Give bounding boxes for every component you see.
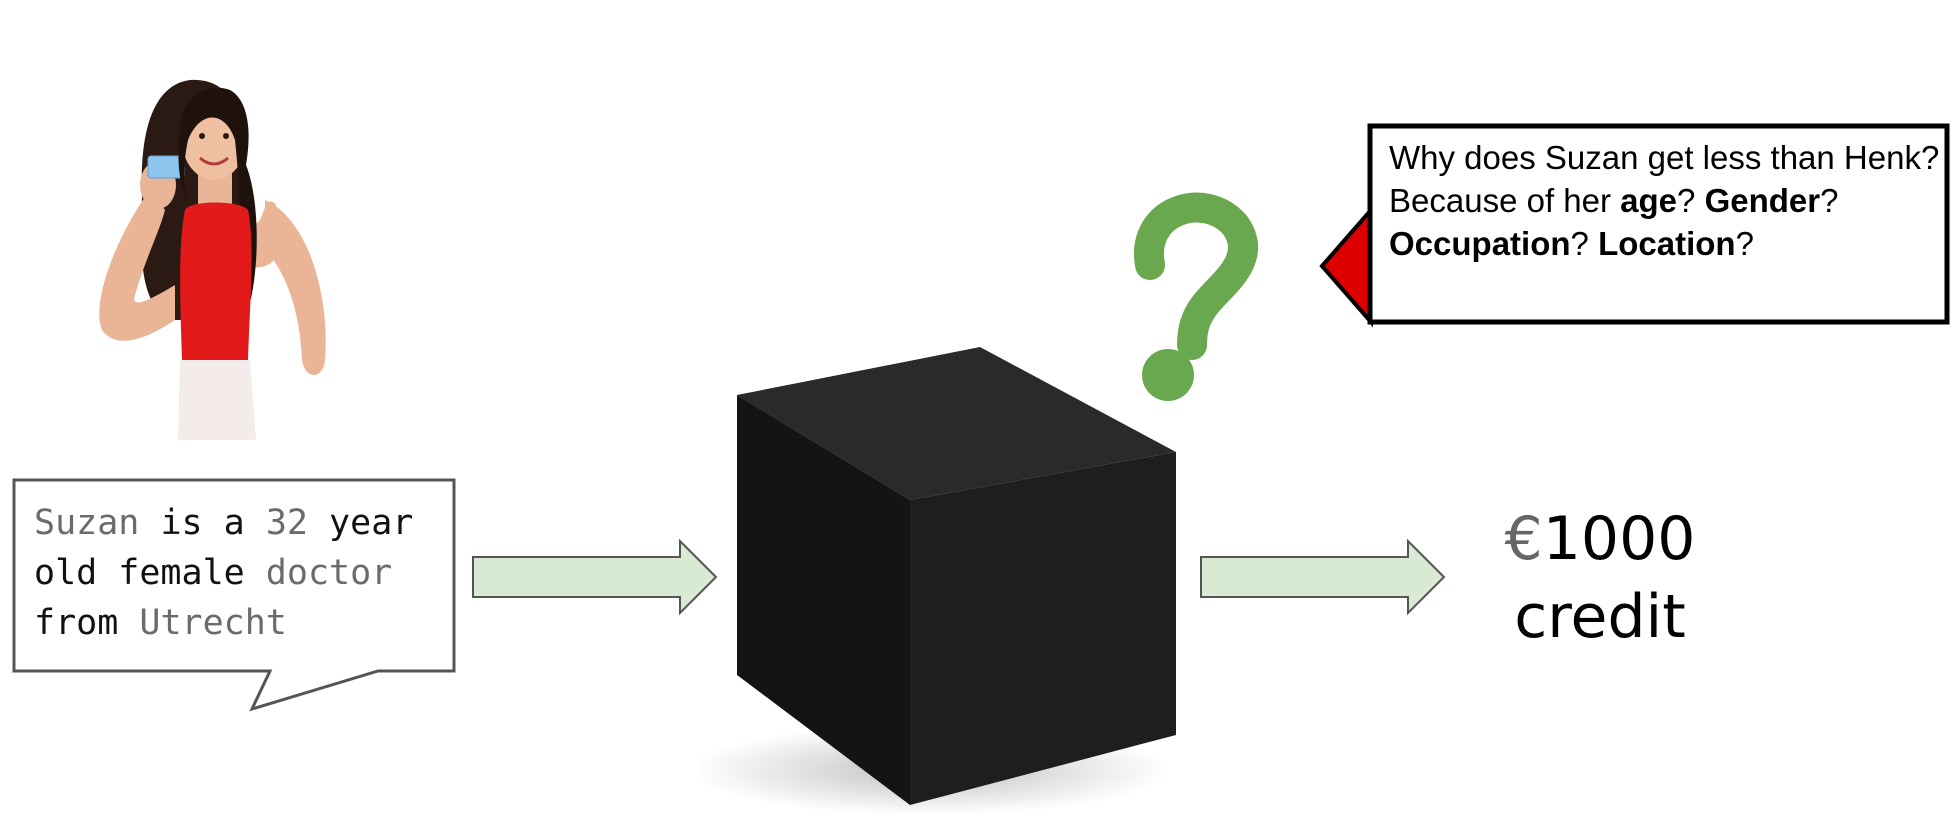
applicant-location: Utrecht [139,603,287,643]
factor-age: age [1620,182,1678,219]
text-old-female: old female [34,553,245,593]
text-is-a: is a [160,503,245,543]
text-year: year [329,503,414,543]
credit-amount: €1000 [1470,500,1730,578]
factor-occupation: Occupation [1389,225,1571,262]
question-mark-1: ? [1677,182,1696,219]
text-from: from [34,603,119,643]
credit-label: credit [1514,582,1686,652]
woman-holding-card-illustration [99,79,326,440]
applicant-occupation: doctor [265,553,393,593]
input-arrow [472,538,718,616]
applicant-age: 32 [265,503,308,543]
description-line-1: Suzan is a 32 year [34,498,454,548]
description-line-3: from Utrecht [34,598,454,648]
output-arrow [1200,538,1446,616]
currency-symbol: € [1504,504,1543,574]
applicant-name: Suzan [34,503,140,543]
question-callout [1319,123,1950,328]
factor-gender: Gender [1704,182,1821,219]
question-text: Why does Suzan get less than Henk? Becau… [1389,136,1949,265]
question-mark-4: ? [1735,225,1754,262]
question-mark-2: ? [1820,182,1839,219]
description-line-2: old female doctor [34,548,454,598]
question-mark-icon [1134,192,1258,401]
factor-location: Location [1598,225,1736,262]
input-speech-bubble [12,478,456,712]
amount-value: 1000 [1542,504,1696,574]
applicant-description: Suzan is a 32 year old female doctor fro… [34,498,454,648]
black-box-cube [700,347,1176,815]
credit-output: €1000 credit [1470,500,1730,656]
question-mark-3: ? [1570,225,1589,262]
question-intro: Why does Suzan get less than Henk? Becau… [1389,139,1940,219]
